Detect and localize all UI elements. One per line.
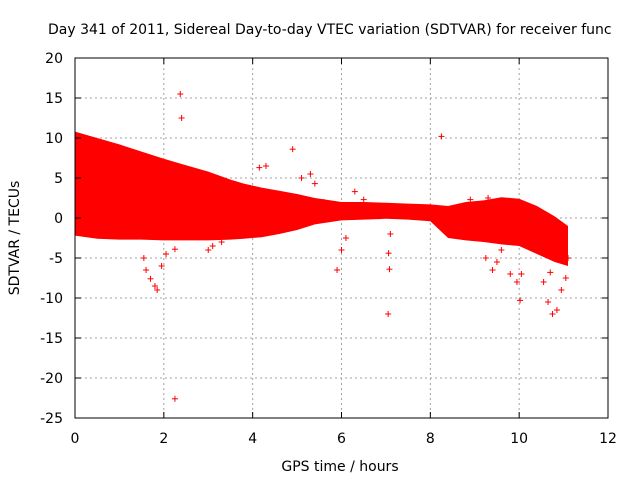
data-point — [342, 235, 349, 241]
data-point — [311, 180, 318, 187]
data-point — [334, 267, 341, 273]
data-point — [549, 311, 556, 317]
data-point — [218, 239, 225, 245]
y-tick-label: -10 — [40, 291, 63, 307]
dense-data-band — [75, 131, 568, 266]
data-point — [518, 271, 525, 277]
x-tick-label: 12 — [599, 431, 617, 447]
data-point — [482, 255, 489, 261]
data-point — [320, 199, 327, 205]
data-point — [387, 231, 394, 237]
data-point — [485, 195, 492, 201]
data-point — [140, 255, 147, 261]
x-tick-label: 6 — [337, 431, 346, 447]
y-tick-label: 15 — [45, 91, 63, 107]
axes: 0 2 4 6 8 10 12 -25 -20 -15 -10 -5 0 5 10 15 20 — [40, 51, 617, 447]
data-point — [493, 259, 500, 265]
data-point — [178, 115, 185, 121]
data-point — [529, 211, 536, 217]
data-point — [147, 275, 154, 282]
data-point — [209, 243, 216, 249]
x-axis-label: GPS time / hours — [281, 459, 398, 475]
y-tick-label: 20 — [45, 51, 63, 67]
data-point — [438, 133, 445, 140]
y-tick-label: -15 — [40, 331, 63, 347]
data-point — [553, 307, 560, 313]
data-point — [154, 287, 161, 293]
data-point — [385, 311, 392, 317]
plot-area — [75, 91, 572, 402]
data-point — [565, 255, 572, 261]
x-tick-label: 8 — [426, 431, 435, 447]
data-point — [351, 188, 358, 195]
data-point — [158, 263, 165, 269]
data-point — [143, 267, 150, 273]
y-tick-label: 5 — [54, 171, 63, 187]
data-point — [171, 246, 178, 253]
data-point — [545, 299, 552, 305]
chart-title: Day 341 of 2011, Sidereal Day-to-day VTE… — [48, 22, 612, 38]
data-point — [177, 91, 184, 97]
data-point — [467, 196, 474, 203]
data-point — [540, 279, 547, 285]
data-point — [256, 164, 263, 171]
x-tick-label: 4 — [248, 431, 257, 447]
x-tick-label: 10 — [510, 431, 528, 447]
data-point — [513, 279, 520, 285]
x-tick-label: 0 — [71, 431, 80, 447]
data-point — [547, 269, 554, 276]
data-point — [489, 267, 496, 273]
data-point — [151, 283, 158, 289]
x-tick-label: 2 — [159, 431, 168, 447]
data-point — [498, 247, 505, 253]
data-point — [558, 287, 565, 293]
y-axis-label: SDTVAR / TECUs — [7, 181, 23, 296]
data-point — [338, 247, 345, 253]
data-point — [205, 247, 212, 253]
data-point — [262, 163, 269, 169]
data-point — [360, 196, 367, 203]
y-tick-label: 10 — [45, 131, 63, 147]
data-point — [289, 146, 296, 153]
data-point — [171, 395, 178, 402]
y-tick-label: 0 — [54, 211, 63, 227]
data-point — [298, 175, 305, 181]
data-point — [453, 208, 460, 215]
data-point — [562, 275, 569, 281]
data-point — [386, 266, 393, 273]
y-tick-label: -20 — [40, 371, 63, 387]
y-tick-label: -5 — [49, 251, 63, 267]
data-point — [502, 203, 509, 209]
y-tick-label: -25 — [40, 411, 63, 427]
data-point — [517, 297, 524, 304]
data-point — [507, 271, 514, 277]
data-point — [163, 251, 170, 257]
data-point — [385, 250, 392, 257]
data-point — [307, 171, 314, 177]
